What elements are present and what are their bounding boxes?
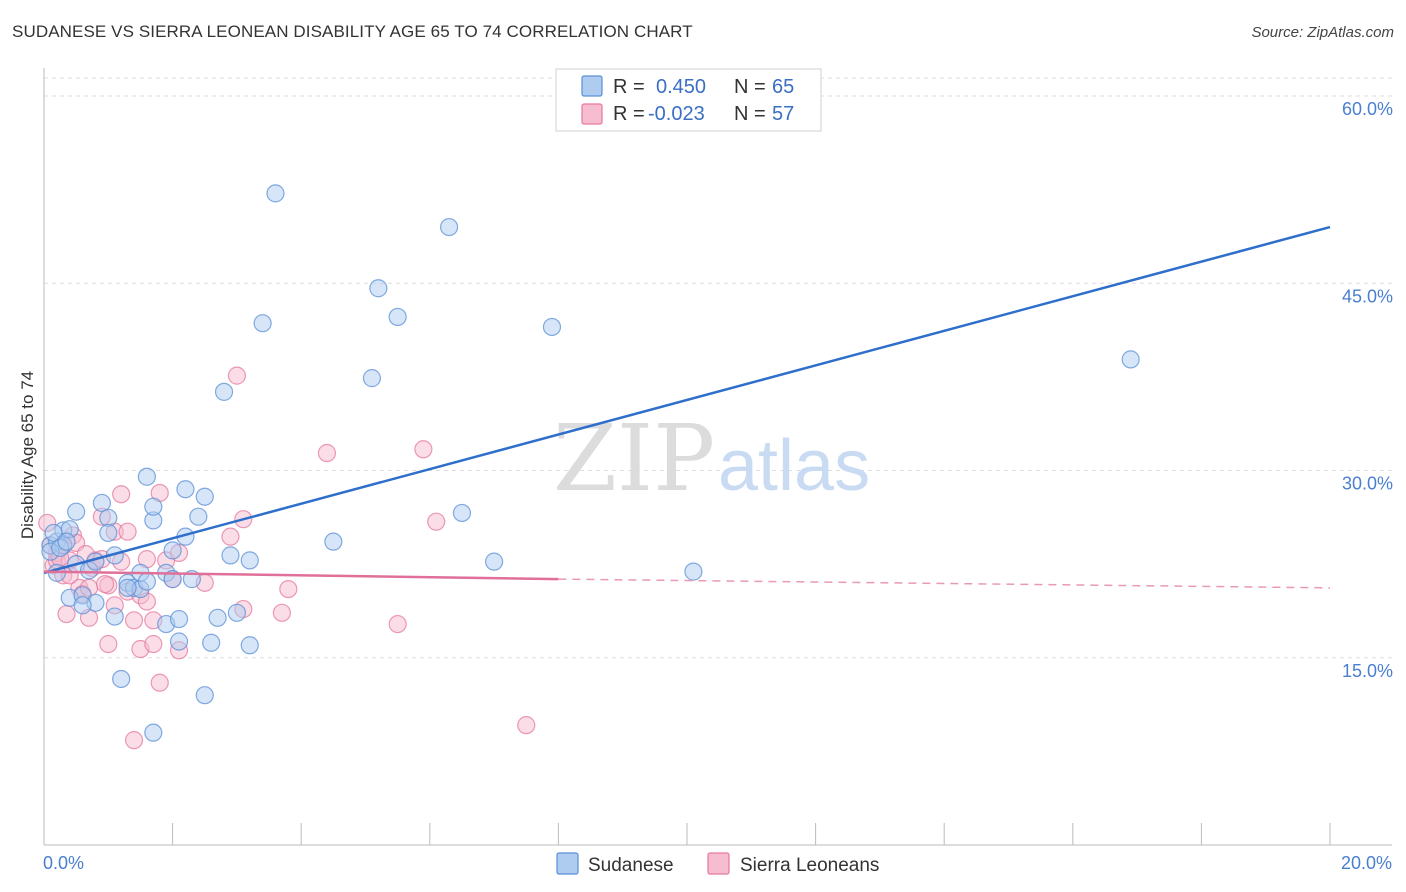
sierra-leonean-point bbox=[279, 579, 298, 599]
trend-line-sierra-leoneans bbox=[43, 570, 559, 581]
sudanese-point bbox=[452, 503, 472, 523]
sudanese-point bbox=[105, 607, 124, 626]
sudanese-point bbox=[195, 686, 214, 705]
sudanese-point bbox=[73, 596, 92, 615]
sudanese-point bbox=[67, 502, 86, 521]
sierra-leonean-point bbox=[414, 440, 433, 459]
y-tick-label-0: 15.0% bbox=[1342, 661, 1393, 681]
sudanese-point bbox=[44, 523, 63, 543]
chart-title: SUDANESE VS SIERRA LEONEAN DISABILITY AG… bbox=[12, 22, 693, 41]
sudanese-point bbox=[253, 314, 272, 333]
sudanese-point bbox=[57, 532, 76, 551]
sierra-leonean-point bbox=[112, 485, 131, 504]
sierra-leonean-point bbox=[118, 522, 137, 541]
legend-r-value-sierra-leoneans: -0.023 bbox=[648, 103, 705, 125]
legend-box: R = 0.450 N = 65 R = -0.023 N = 57 bbox=[555, 68, 822, 132]
bottom-legend-label-sierra-leoneans: Sierra Leoneans bbox=[740, 855, 879, 876]
trend-line-sierra-leoneans-extension bbox=[558, 578, 1331, 589]
watermark-atlas: atlas bbox=[718, 426, 870, 506]
sudanese-point bbox=[144, 497, 163, 516]
legend-n-value-sierra-leoneans: 57 bbox=[772, 103, 794, 125]
sudanese-point bbox=[369, 279, 388, 298]
bottom-legend-label-sudanese: Sudanese bbox=[588, 855, 674, 876]
sierra-leonean-point bbox=[57, 604, 76, 624]
sudanese-point bbox=[169, 609, 189, 629]
sierra-leonean-point bbox=[221, 527, 240, 546]
watermark-zip: ZIP bbox=[553, 405, 715, 512]
legend-swatch-sudanese bbox=[581, 75, 603, 97]
x-tick-label-min: 0.0% bbox=[43, 853, 84, 873]
sudanese-point bbox=[324, 532, 343, 551]
sudanese-point bbox=[169, 632, 189, 651]
sierra-leonean-point bbox=[517, 716, 536, 735]
sudanese-point bbox=[485, 552, 504, 571]
y-tick-label-3: 60.0% bbox=[1342, 99, 1393, 119]
x-tick-label-max: 20.0% bbox=[1341, 853, 1392, 873]
watermark: ZIP atlas bbox=[553, 405, 870, 512]
y-tick-label-1: 30.0% bbox=[1342, 474, 1393, 494]
sierra-leonean-point bbox=[99, 634, 118, 654]
sudanese-point bbox=[227, 603, 246, 622]
x-tick-labels: 0.0% 20.0% bbox=[43, 853, 1392, 873]
trend-lines bbox=[43, 225, 1331, 589]
trend-line-sudanese bbox=[43, 225, 1331, 575]
sierra-leonean-point bbox=[388, 614, 407, 634]
sudanese-point bbox=[163, 541, 182, 560]
sierra-leonean-point bbox=[427, 512, 446, 531]
source-label: Source: ZipAtlas.com bbox=[1251, 24, 1394, 41]
gridlines bbox=[44, 77, 1392, 659]
sudanese-point bbox=[240, 636, 259, 655]
sudanese-point bbox=[195, 487, 214, 506]
sudanese-point bbox=[266, 184, 285, 203]
sudanese-point bbox=[163, 570, 182, 589]
sudanese-point bbox=[144, 723, 163, 742]
sudanese-point bbox=[118, 578, 137, 597]
sudanese-point bbox=[684, 562, 703, 581]
y-tick-label-2: 45.0% bbox=[1342, 286, 1393, 306]
sierra-leonean-point bbox=[124, 731, 144, 750]
bottom-legend-swatch-sierra-leoneans bbox=[707, 852, 730, 875]
sudanese-point bbox=[362, 369, 382, 388]
series-sudanese-points bbox=[41, 184, 1140, 742]
sudanese-point bbox=[542, 317, 562, 337]
sudanese-point bbox=[1121, 350, 1140, 369]
sudanese-point bbox=[208, 608, 227, 627]
legend-n-label-sudanese: N = bbox=[734, 76, 766, 98]
bottom-legend-swatch-sudanese bbox=[556, 852, 579, 875]
legend-r-label-sierra-leoneans: R = bbox=[613, 103, 645, 125]
legend-n-label-sierra-leoneans: N = bbox=[734, 103, 766, 125]
sudanese-point bbox=[214, 382, 234, 401]
sudanese-point bbox=[202, 633, 221, 652]
bottom-legend: Sudanese Sierra Leoneans bbox=[556, 852, 879, 876]
legend-n-value-sudanese: 65 bbox=[772, 76, 794, 98]
sudanese-point bbox=[240, 551, 259, 570]
sudanese-point bbox=[92, 493, 111, 513]
sudanese-point bbox=[439, 217, 459, 237]
sudanese-point bbox=[137, 467, 156, 486]
sierra-leonean-point bbox=[144, 634, 163, 654]
sierra-leonean-point bbox=[317, 443, 337, 463]
legend-r-label-sudanese: R = bbox=[613, 76, 645, 98]
legend-r-value-sudanese: 0.450 bbox=[656, 76, 706, 98]
sierra-leonean-point bbox=[227, 366, 246, 385]
sudanese-point bbox=[388, 307, 407, 327]
sudanese-point bbox=[221, 546, 240, 565]
sudanese-point bbox=[137, 572, 156, 591]
sierra-leonean-point bbox=[95, 574, 115, 594]
legend-swatch-sierra-leoneans bbox=[581, 103, 603, 125]
sudanese-point bbox=[112, 669, 131, 689]
sierra-leonean-point bbox=[124, 611, 144, 630]
sierra-leonean-point bbox=[150, 673, 169, 692]
axes bbox=[43, 68, 1392, 846]
sierra-leonean-point bbox=[272, 603, 292, 622]
sudanese-point bbox=[176, 480, 195, 499]
y-tick-labels: 15.0% 30.0% 45.0% 60.0% bbox=[1342, 99, 1393, 681]
sudanese-point bbox=[189, 507, 208, 526]
y-axis-label: Disability Age 65 to 74 bbox=[18, 371, 37, 539]
sudanese-point bbox=[99, 523, 118, 543]
